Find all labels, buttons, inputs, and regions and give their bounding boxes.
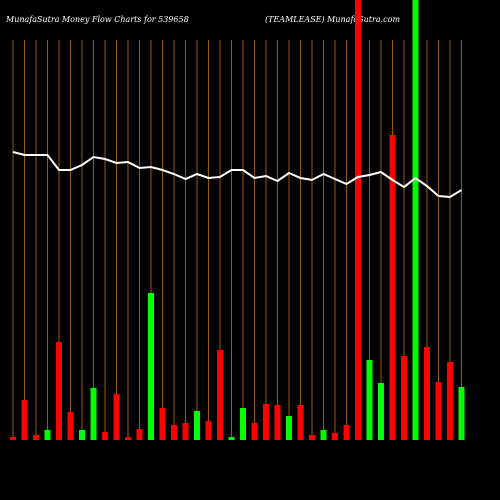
chart-subtitle: (TEAMLEASE) MunafaSutra.com	[265, 15, 400, 24]
bar	[401, 356, 407, 440]
bar	[297, 405, 304, 440]
bar	[309, 435, 315, 440]
bar	[182, 423, 189, 440]
bar	[378, 383, 384, 440]
bar	[171, 425, 177, 440]
bar	[447, 362, 453, 440]
bar	[458, 387, 465, 440]
bar	[10, 437, 16, 440]
bar	[228, 437, 235, 440]
bar	[274, 405, 281, 440]
bar	[332, 433, 338, 440]
bar	[263, 404, 269, 440]
bar	[159, 408, 166, 440]
bar	[136, 429, 143, 440]
bar	[251, 423, 258, 440]
bar	[113, 394, 120, 440]
bar	[217, 350, 223, 440]
bar	[148, 293, 154, 440]
bar	[389, 135, 396, 440]
bar	[320, 430, 327, 440]
bar	[67, 412, 74, 440]
bar	[44, 430, 51, 440]
bar	[435, 382, 442, 440]
bar	[194, 411, 200, 440]
bar	[90, 388, 97, 440]
bar	[33, 435, 39, 440]
money-flow-line	[12, 151, 463, 199]
bar	[286, 416, 292, 440]
bar	[355, 0, 361, 440]
bar	[343, 425, 350, 440]
bar	[412, 0, 419, 440]
bar	[56, 342, 62, 440]
chart-title: MunafaSutra Money Flow Charts for 539658	[5, 15, 189, 24]
bar	[424, 347, 430, 440]
bar	[79, 430, 85, 440]
bar	[366, 360, 373, 440]
bar	[125, 437, 131, 440]
bar	[205, 421, 212, 440]
bar	[240, 408, 246, 440]
bar	[102, 432, 108, 440]
bar	[21, 400, 28, 440]
